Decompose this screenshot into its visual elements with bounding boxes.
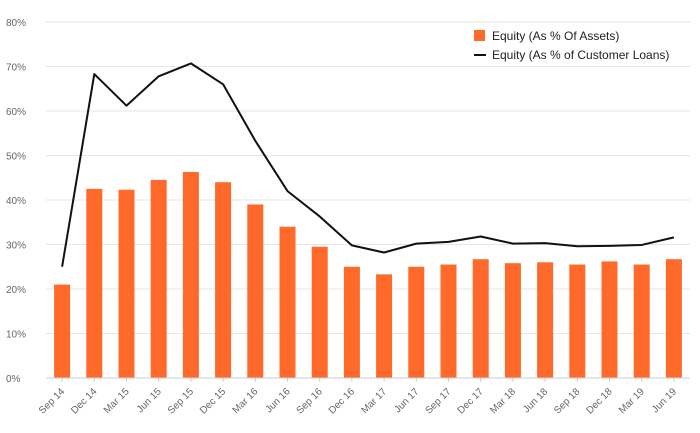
x-tick-label: Sep 18 bbox=[552, 386, 582, 416]
x-tick-label: Mar 18 bbox=[488, 386, 518, 416]
x-tick-label: Dec 18 bbox=[584, 386, 614, 416]
bar bbox=[343, 266, 360, 378]
bar bbox=[376, 274, 393, 378]
bar bbox=[182, 171, 199, 378]
x-tick-label: Dec 15 bbox=[198, 386, 228, 416]
bar bbox=[279, 226, 296, 378]
y-tick-label: 20% bbox=[6, 285, 26, 296]
line-series bbox=[61, 62, 675, 267]
x-tick-label: Jun 19 bbox=[650, 386, 679, 415]
grid-lines bbox=[46, 21, 690, 334]
bar bbox=[472, 259, 489, 378]
y-axis-ticks: 0% 10% 20% 30% 40% 50% 60% 70% 80% bbox=[6, 18, 26, 385]
bar bbox=[311, 246, 328, 378]
y-tick-label: 60% bbox=[6, 107, 26, 118]
y-tick-label: 50% bbox=[6, 152, 26, 163]
bar bbox=[118, 189, 135, 378]
x-tick-label: Sep 17 bbox=[423, 386, 453, 416]
x-tick-label: Sep 16 bbox=[295, 386, 325, 416]
bar bbox=[54, 284, 71, 378]
bar bbox=[86, 188, 103, 378]
bar bbox=[665, 259, 682, 378]
series-line bbox=[61, 62, 675, 267]
x-tick-label: Jun 16 bbox=[264, 386, 293, 415]
x-tick-label: Dec 16 bbox=[327, 386, 357, 416]
y-tick-label: 70% bbox=[6, 63, 26, 74]
x-tick-label: Jun 15 bbox=[135, 386, 164, 415]
bar bbox=[150, 179, 167, 378]
bar bbox=[633, 264, 650, 378]
x-tick-label: Jun 17 bbox=[392, 386, 421, 415]
bar bbox=[601, 261, 618, 378]
bar bbox=[215, 182, 232, 378]
legend-label-bar: Equity (As % Of Assets) bbox=[492, 29, 619, 43]
y-tick-label: 40% bbox=[6, 196, 26, 207]
bar bbox=[537, 262, 554, 378]
bar bbox=[440, 264, 457, 378]
legend-swatch-bar bbox=[474, 30, 485, 41]
x-tick-label: Jun 18 bbox=[521, 386, 550, 415]
bar-series bbox=[54, 171, 682, 378]
y-tick-label: 30% bbox=[6, 241, 26, 252]
y-tick-label: 0% bbox=[6, 374, 21, 385]
x-axis-ticks: Sep 14 Dec 14 Mar 15 Jun 15 Sep 15 Dec 15 Mar … bbox=[37, 378, 679, 417]
x-tick-label: Dec 14 bbox=[69, 386, 99, 416]
legend-label-line: Equity (As % of Customer Loans) bbox=[492, 48, 669, 62]
bar bbox=[247, 204, 264, 378]
bar bbox=[504, 263, 521, 378]
x-tick-label: Sep 14 bbox=[37, 386, 67, 416]
bar bbox=[569, 264, 586, 378]
x-tick-label: Mar 15 bbox=[102, 386, 132, 416]
x-tick-label: Sep 15 bbox=[166, 386, 196, 416]
y-tick-label: 10% bbox=[6, 330, 26, 341]
x-tick-label: Dec 17 bbox=[456, 386, 486, 416]
x-tick-label: Mar 17 bbox=[359, 386, 389, 416]
y-tick-label: 80% bbox=[6, 18, 26, 29]
bar bbox=[408, 266, 425, 378]
x-tick-label: Mar 16 bbox=[231, 386, 261, 416]
legend: Equity (As % Of Assets) Equity (As % of … bbox=[474, 29, 669, 62]
x-tick-label: Mar 19 bbox=[617, 386, 647, 416]
